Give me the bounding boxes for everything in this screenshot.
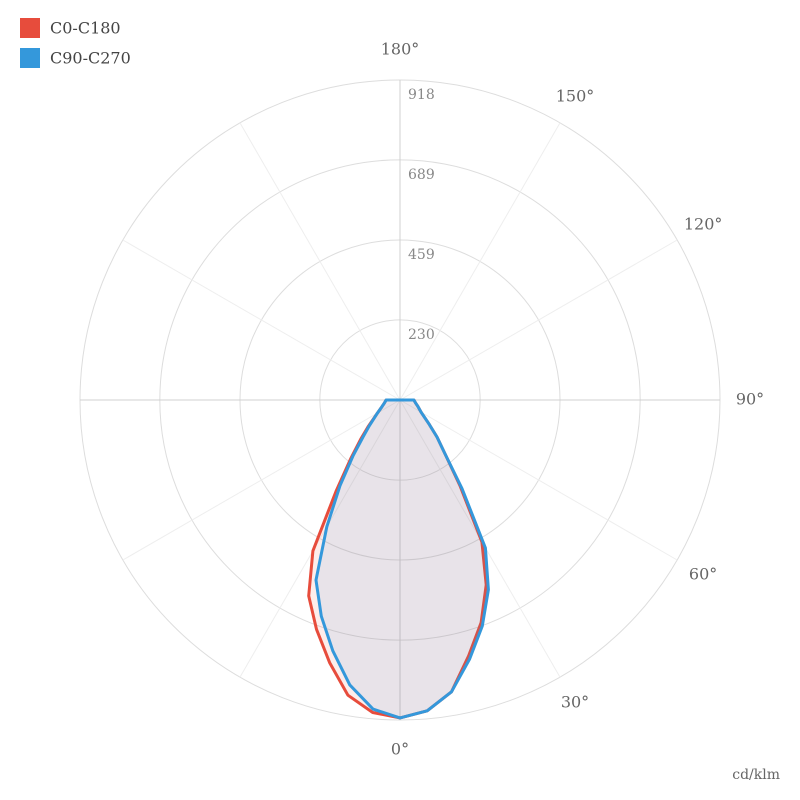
angle-tick-label: 90° — [736, 390, 764, 409]
legend-swatch — [20, 18, 40, 38]
series-area — [314, 398, 490, 720]
legend-label: C90-C270 — [50, 49, 131, 68]
angle-tick-label: 180° — [381, 40, 420, 59]
grid-spoke — [239, 122, 401, 401]
grid-spoke — [399, 122, 561, 401]
grid-spoke — [122, 399, 401, 561]
angle-tick-label: 0° — [391, 740, 409, 759]
r-tick-label: 918 — [408, 87, 435, 103]
legend-swatch — [20, 48, 40, 68]
angle-tick-label: 60° — [689, 565, 717, 584]
grid-spoke — [399, 399, 678, 561]
angle-tick-label: 30° — [561, 693, 589, 712]
grid-spoke — [239, 399, 401, 678]
r-tick-label: 230 — [408, 327, 435, 343]
grid-spoke — [122, 239, 401, 401]
r-tick-label: 459 — [408, 247, 435, 263]
legend-label: C0-C180 — [50, 19, 121, 38]
angle-tick-label: 120° — [684, 215, 723, 234]
r-tick-label: 689 — [408, 167, 435, 183]
unit-label: cd/klm — [732, 767, 780, 783]
angle-tick-label: 150° — [556, 86, 595, 105]
grid-spoke — [399, 239, 678, 401]
